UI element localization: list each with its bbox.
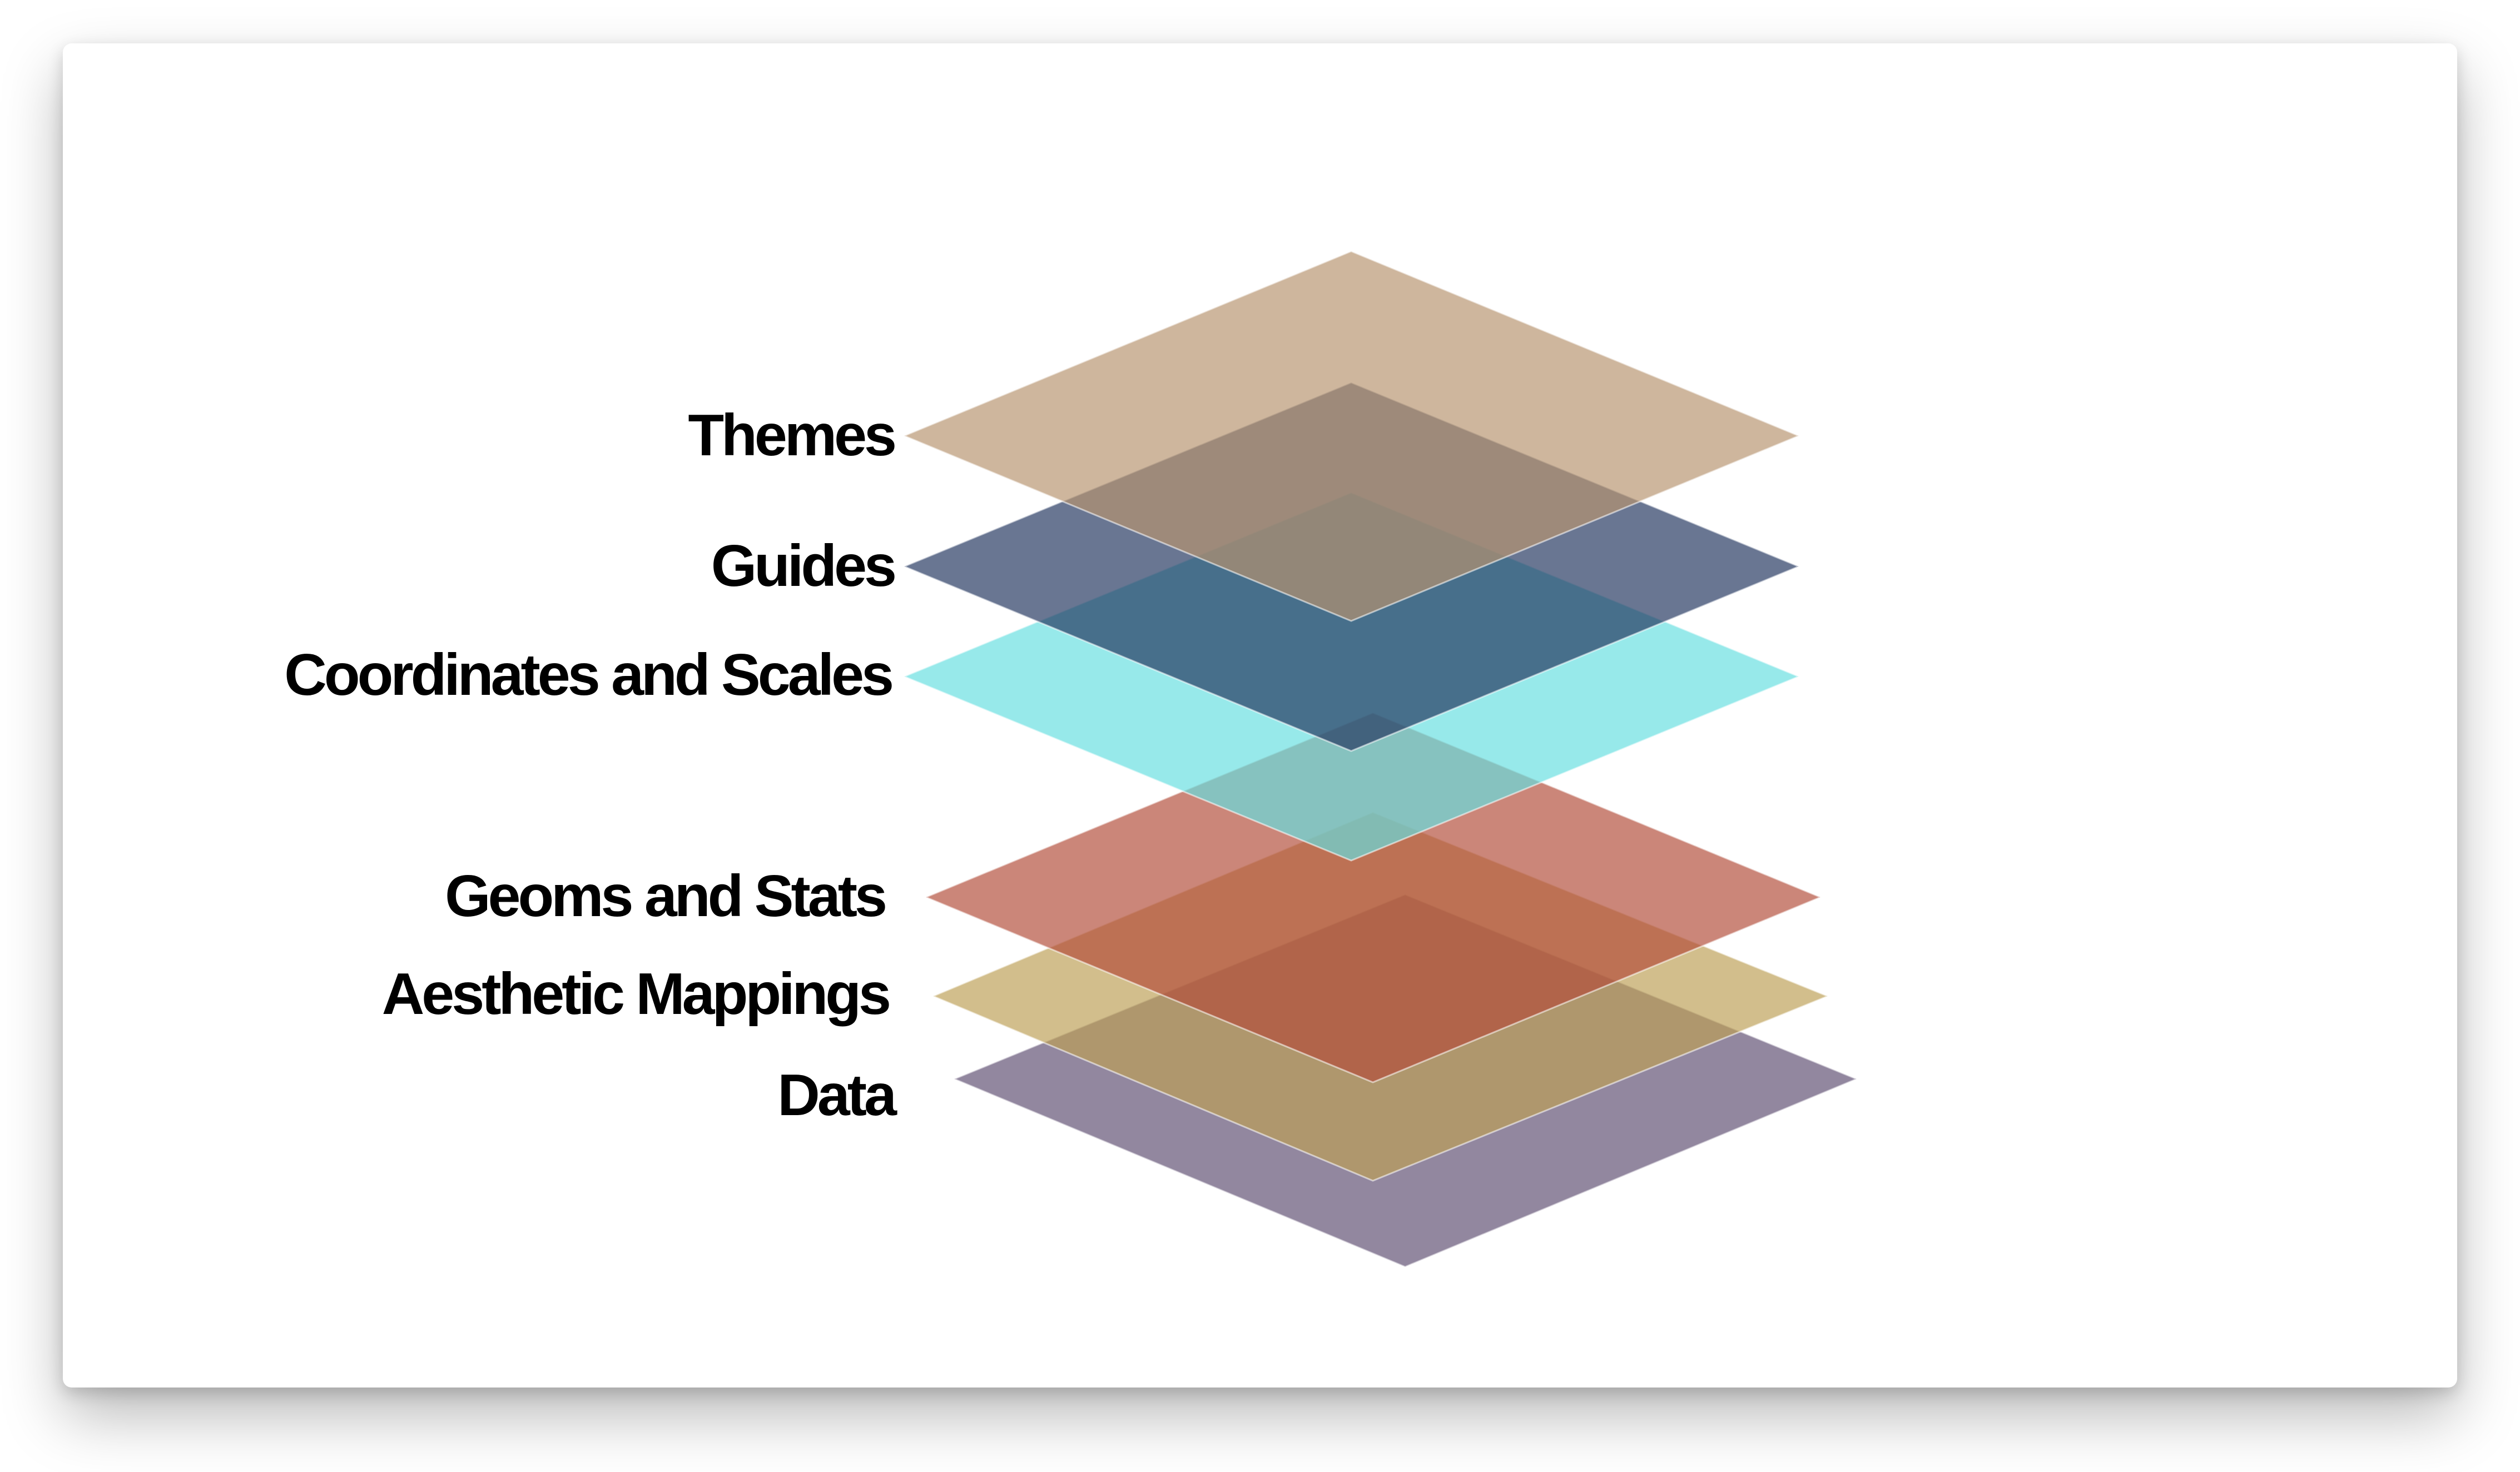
geoms-and-stats-label: Geoms and Stats (445, 863, 885, 929)
aesthetic-mappings-label: Aesthetic Mappings (382, 961, 889, 1027)
coordinates-and-scales-label: Coordinates and Scales (284, 642, 892, 708)
data-label: Data (777, 1062, 897, 1128)
geoms-and-stats-layer-plane (924, 712, 1823, 1083)
guides-label: Guides (711, 533, 895, 599)
slide-canvas: Themes Guides Coordinates and Scales Geo… (63, 43, 2457, 1388)
themes-layer-plane (902, 250, 1801, 622)
themes-label: Themes (688, 402, 895, 468)
grammar-of-graphics-layer-diagram: Themes Guides Coordinates and Scales Geo… (284, 250, 1859, 1268)
